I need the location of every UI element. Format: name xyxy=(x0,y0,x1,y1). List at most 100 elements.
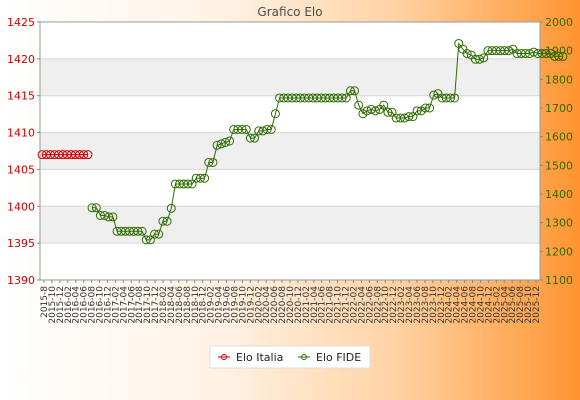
elo-fide-point xyxy=(383,107,393,117)
grid-band xyxy=(40,132,540,170)
x-tick-label: 2017-08 xyxy=(135,286,145,324)
right-tick-label: 1700 xyxy=(545,102,573,115)
x-tick-label: 2016-04 xyxy=(72,286,82,324)
x-tick-label: 2019-06 xyxy=(223,286,233,324)
elo-fide-point xyxy=(475,54,485,64)
elo-fide-point xyxy=(254,126,264,136)
grid-bands xyxy=(40,22,540,280)
elo-fide-point xyxy=(158,216,168,226)
x-tick-label: 2015-10 xyxy=(48,286,58,324)
right-tick-label: 1100 xyxy=(545,274,573,287)
elo-fide-point xyxy=(470,54,480,64)
elo-fide-point xyxy=(412,106,422,116)
elo-fide-point xyxy=(529,47,539,57)
x-tick-label: 2021-08 xyxy=(326,286,336,324)
x-tick-label: 2018-08 xyxy=(183,286,193,324)
left-tick-label: 1400 xyxy=(7,200,35,213)
elo-fide-point xyxy=(87,203,97,213)
x-tick-label: 2018-12 xyxy=(199,286,209,324)
x-tick-label: 2024-06 xyxy=(461,286,471,324)
elo-fide-point xyxy=(195,173,205,183)
right-tick-label: 1800 xyxy=(545,73,573,86)
chart-title: Grafico Elo xyxy=(257,5,322,19)
elo-fide-point xyxy=(387,107,397,117)
elo-fide-point xyxy=(462,49,472,59)
elo-fide-point xyxy=(350,86,360,96)
elo-fide-point xyxy=(354,100,364,110)
elo-fide-point xyxy=(225,136,235,146)
left-tick-label: 1395 xyxy=(7,237,35,250)
x-tick-label: 2022-06 xyxy=(365,286,375,324)
elo-fide-legend-marker xyxy=(301,354,307,360)
elo-fide-legend-label: Elo FIDE xyxy=(316,351,361,364)
x-tick-label: 2020-02 xyxy=(254,286,264,324)
elo-fide-point xyxy=(445,93,455,103)
x-tick-label: 2020-08 xyxy=(278,286,288,324)
x-tick-label: 2020-04 xyxy=(262,286,272,324)
elo-fide-point xyxy=(454,39,464,48)
left-axis: 1390 1395 1400 1405 1410 1415 1420 1425 xyxy=(7,16,40,287)
elo-fide-point xyxy=(150,229,160,239)
x-tick-label: 2023-08 xyxy=(421,286,431,324)
elo-fide-point xyxy=(200,173,210,183)
x-tick-label: 2024-10 xyxy=(476,286,486,324)
x-tick-label: 2021-04 xyxy=(310,286,320,324)
elo-fide-point xyxy=(162,216,172,226)
elo-fide-point xyxy=(137,226,147,236)
x-tick-label: 2023-02 xyxy=(397,286,407,324)
right-tick-label: 1400 xyxy=(545,188,573,201)
x-tick-label: 2023-10 xyxy=(429,286,439,324)
x-tick-label: 2022-08 xyxy=(373,286,383,324)
elo-fide-point xyxy=(345,86,355,96)
legend: Elo Italia Elo FIDE xyxy=(209,345,371,369)
x-tick-label: 2019-02 xyxy=(207,286,217,324)
elo-fide-point xyxy=(337,93,347,103)
left-tick-label: 1390 xyxy=(7,274,35,287)
left-tick-label: 1405 xyxy=(7,163,35,176)
elo-fide-point xyxy=(541,49,551,59)
x-tick-label: 2025-12 xyxy=(532,286,542,324)
x-tick-label: 2019-08 xyxy=(230,286,240,324)
elo-fide-point xyxy=(258,126,268,136)
x-tick-label: 2023-04 xyxy=(405,286,415,324)
elo-fide-point xyxy=(216,139,226,149)
x-tick-label: 2016-06 xyxy=(80,286,90,324)
right-tick-label: 1300 xyxy=(545,217,573,230)
elo-fide-point xyxy=(204,157,214,167)
x-tick-label: 2016-08 xyxy=(88,286,98,324)
x-tick-label: 2015-8 xyxy=(40,286,50,318)
series-layer xyxy=(37,39,568,245)
x-tick-label: 2022-04 xyxy=(357,286,367,324)
x-tick-label: 2018-10 xyxy=(191,286,201,324)
x-tick-label: 2024-08 xyxy=(469,286,479,324)
x-tick-label: 2017-10 xyxy=(143,286,153,324)
x-tick-label: 2016-02 xyxy=(64,286,74,324)
x-tick-label: 2023-06 xyxy=(413,286,423,324)
grid-band xyxy=(40,58,540,96)
elo-fide-point xyxy=(250,133,260,143)
elo-fide-point xyxy=(245,133,255,143)
elo-italia-legend-marker xyxy=(221,354,227,360)
x-tick-label: 2021-12 xyxy=(342,286,352,324)
x-tick-label: 2024-04 xyxy=(453,286,463,324)
elo-fide-point xyxy=(479,53,489,63)
x-tick-label: 2017-04 xyxy=(119,286,129,324)
elo-fide-point xyxy=(404,112,414,122)
x-tick-label: 2022-10 xyxy=(381,286,391,324)
elo-fide-point xyxy=(429,90,439,100)
x-tick-label: 2023-12 xyxy=(437,286,447,324)
elo-fide-point xyxy=(183,179,193,189)
elo-fide-point xyxy=(270,109,280,119)
x-tick-label: 2019-10 xyxy=(238,286,248,324)
x-tick-label: 2020-12 xyxy=(294,286,304,324)
x-tick-label: 2017-12 xyxy=(151,286,161,324)
right-tick-label: 2000 xyxy=(545,16,573,29)
x-tick-label: 2021-10 xyxy=(334,286,344,324)
right-tick-label: 1500 xyxy=(545,159,573,172)
legend-box xyxy=(209,345,371,369)
elo-fide-point xyxy=(450,93,460,103)
right-tick-label: 1200 xyxy=(545,245,573,258)
elo-fide-point xyxy=(108,212,118,222)
x-tick-label: 2025-06 xyxy=(508,286,518,324)
